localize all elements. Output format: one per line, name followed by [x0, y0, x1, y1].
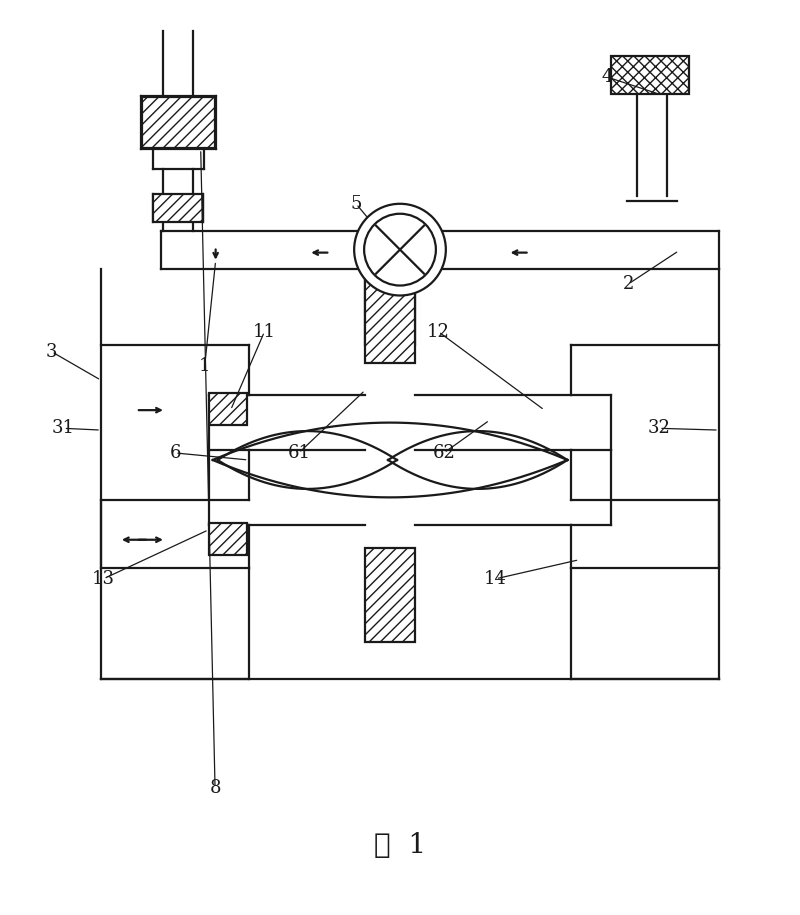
Text: 6: 6 [170, 444, 181, 462]
Text: 13: 13 [92, 570, 115, 587]
Text: 11: 11 [253, 323, 276, 340]
Text: 8: 8 [210, 779, 221, 797]
Bar [209, 393, 246, 425]
Text: 12: 12 [427, 323, 450, 340]
Circle shape [364, 214, 436, 285]
Text: 61: 61 [287, 444, 310, 462]
Text: 图  1: 图 1 [374, 832, 426, 858]
Text: 3: 3 [46, 343, 58, 361]
Text: 2: 2 [622, 275, 634, 293]
Text: 4: 4 [602, 68, 613, 86]
Bar [153, 194, 202, 221]
Text: 5: 5 [350, 195, 362, 213]
Bar [365, 548, 415, 642]
Text: 32: 32 [648, 419, 670, 437]
Bar [365, 269, 415, 363]
Text: 1: 1 [199, 357, 210, 375]
Circle shape [354, 204, 446, 296]
Text: 31: 31 [52, 419, 75, 437]
Bar [142, 97, 214, 148]
Bar [611, 56, 689, 94]
Text: 14: 14 [484, 570, 507, 587]
Text: 62: 62 [433, 444, 455, 462]
Bar [209, 522, 246, 554]
